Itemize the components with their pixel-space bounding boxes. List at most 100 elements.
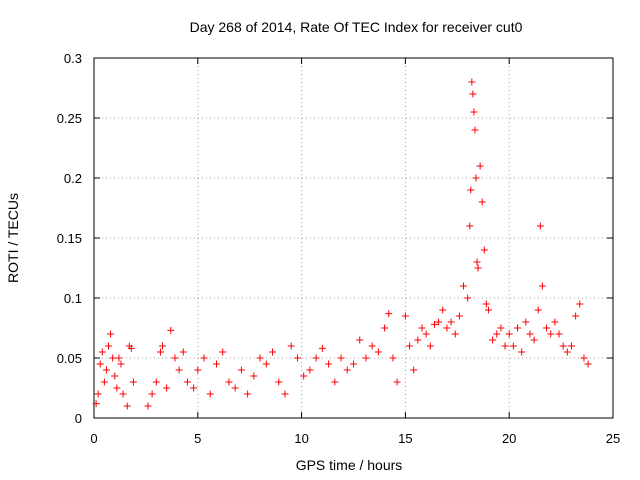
- data-point: [250, 372, 258, 380]
- data-point: [123, 402, 131, 410]
- data-point: [109, 354, 117, 362]
- data-point: [293, 354, 301, 362]
- x-tick-label: 15: [398, 431, 412, 446]
- data-point: [526, 330, 534, 338]
- data-point: [509, 342, 517, 350]
- data-point: [148, 390, 156, 398]
- data-point: [381, 324, 389, 332]
- data-point: [275, 378, 283, 386]
- data-point: [563, 348, 571, 356]
- data-point: [374, 348, 382, 356]
- data-point: [518, 348, 526, 356]
- data-point: [389, 354, 397, 362]
- data-point: [471, 126, 479, 134]
- data-point: [476, 162, 484, 170]
- data-point: [534, 306, 542, 314]
- data-point: [190, 384, 198, 392]
- grid-lines: [94, 58, 613, 418]
- data-point: [113, 384, 121, 392]
- data-point: [206, 390, 214, 398]
- data-point: [129, 378, 137, 386]
- x-axis-label: GPS time / hours: [296, 457, 403, 473]
- data-point: [117, 360, 125, 368]
- data-point: [179, 348, 187, 356]
- data-point: [497, 324, 505, 332]
- data-point: [225, 378, 233, 386]
- data-point: [468, 78, 476, 86]
- y-tick-label: 0.3: [64, 51, 82, 66]
- data-point: [410, 366, 418, 374]
- data-point: [474, 264, 482, 272]
- data-point: [514, 324, 522, 332]
- data-point: [306, 366, 314, 374]
- data-point: [406, 342, 414, 350]
- data-point: [467, 186, 475, 194]
- x-tick-label: 0: [90, 431, 97, 446]
- data-point: [555, 330, 563, 338]
- data-point: [325, 360, 333, 368]
- data-point: [393, 378, 401, 386]
- data-point: [493, 330, 501, 338]
- data-point: [159, 342, 167, 350]
- y-tick-label: 0.2: [64, 171, 82, 186]
- data-point: [362, 354, 370, 362]
- y-axis-label: ROTI / TECUs: [5, 193, 21, 283]
- data-point: [111, 372, 119, 380]
- data-point: [100, 378, 108, 386]
- data-point: [194, 366, 202, 374]
- data-point: [551, 318, 559, 326]
- data-point: [422, 330, 430, 338]
- y-tick-label: 0.15: [57, 231, 82, 246]
- y-tick-label: 0.05: [57, 351, 82, 366]
- data-point: [337, 354, 345, 362]
- data-point: [584, 360, 592, 368]
- data-point: [300, 372, 308, 380]
- data-point: [426, 342, 434, 350]
- data-point: [231, 384, 239, 392]
- data-point: [105, 342, 113, 350]
- data-point: [469, 90, 477, 98]
- data-point: [455, 312, 463, 320]
- data-point: [536, 222, 544, 230]
- data-point: [472, 174, 480, 182]
- y-tick-label: 0.1: [64, 291, 82, 306]
- data-point: [127, 344, 135, 352]
- data-point: [435, 318, 443, 326]
- data-point: [473, 258, 481, 266]
- data-point: [547, 330, 555, 338]
- data-point: [418, 324, 426, 332]
- data-point: [572, 312, 580, 320]
- data-point: [501, 342, 509, 350]
- x-tick-label: 10: [294, 431, 308, 446]
- data-point: [401, 312, 409, 320]
- data-point: [212, 360, 220, 368]
- tick-labels: 0 5 10 15 20 25 0 0.05 0.1 0.15 0.2 0.25 0.3: [57, 51, 621, 446]
- data-point: [470, 108, 478, 116]
- data-point: [443, 324, 451, 332]
- data-point: [167, 326, 175, 334]
- data-point: [269, 348, 277, 356]
- chart-title: Day 268 of 2014, Rate Of TEC Index for r…: [190, 19, 523, 35]
- y-tick-label: 0: [75, 411, 82, 426]
- x-tick-label: 20: [502, 431, 516, 446]
- data-point: [522, 318, 530, 326]
- data-point: [538, 282, 546, 290]
- data-point: [96, 360, 104, 368]
- data-point: [447, 318, 455, 326]
- data-point: [281, 390, 289, 398]
- data-point: [439, 306, 447, 314]
- x-tick-label: 5: [194, 431, 201, 446]
- data-point: [102, 366, 110, 374]
- data-point: [256, 354, 264, 362]
- data-point: [200, 354, 208, 362]
- data-point: [119, 390, 127, 398]
- data-point: [567, 342, 575, 350]
- data-point: [460, 282, 468, 290]
- data-point: [451, 330, 459, 338]
- data-point: [152, 378, 160, 386]
- data-point: [183, 378, 191, 386]
- data-point: [480, 246, 488, 254]
- data-point: [175, 366, 183, 374]
- data-point: [466, 222, 474, 230]
- data-point: [219, 348, 227, 356]
